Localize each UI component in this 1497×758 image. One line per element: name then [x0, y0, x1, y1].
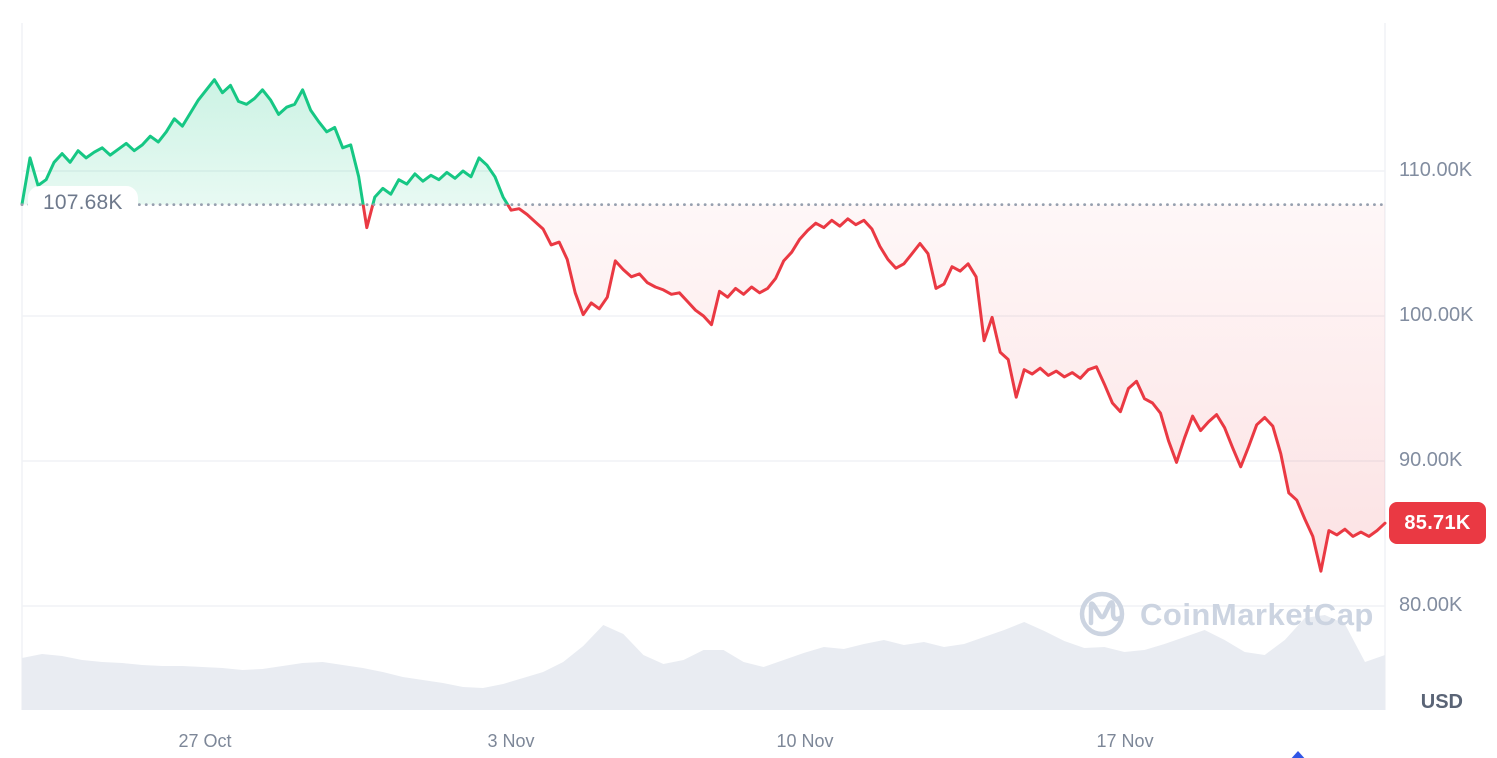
y-tick-label: 90.00K [1399, 449, 1463, 471]
currency-unit-label: USD [1420, 691, 1463, 713]
y-tick-label: 100.00K [1399, 304, 1474, 326]
price-line-up [20, 78, 510, 205]
x-tick-label: 10 Nov [776, 731, 834, 751]
x-tick-label: 3 Nov [487, 731, 535, 751]
coinmarketcap-logo-icon [1079, 591, 1125, 637]
watermark-text: CoinMarketCap [1140, 597, 1374, 632]
scroll-up-arrow-icon[interactable] [1289, 751, 1307, 758]
volume-area [22, 615, 1385, 710]
coinmarketcap-logo-m [1088, 600, 1123, 626]
baseline-price-value: 107.68K [43, 190, 123, 214]
x-tick-label: 17 Nov [1096, 731, 1154, 751]
last-price-badge: 85.71K [1389, 502, 1486, 545]
price-area-down [363, 204, 1385, 572]
y-tick-label: 110.00K [1399, 159, 1473, 181]
last-price-value: 85.71K [1404, 512, 1471, 535]
y-tick-label: 80.00K [1399, 594, 1463, 616]
coinmarketcap-watermark: CoinMarketCap [1079, 591, 1374, 637]
price-area-up [22, 79, 1385, 205]
x-tick-label: 27 Oct [178, 731, 232, 751]
price-line-down [20, 204, 1387, 573]
baseline-price-label: 107.68K [28, 185, 138, 220]
